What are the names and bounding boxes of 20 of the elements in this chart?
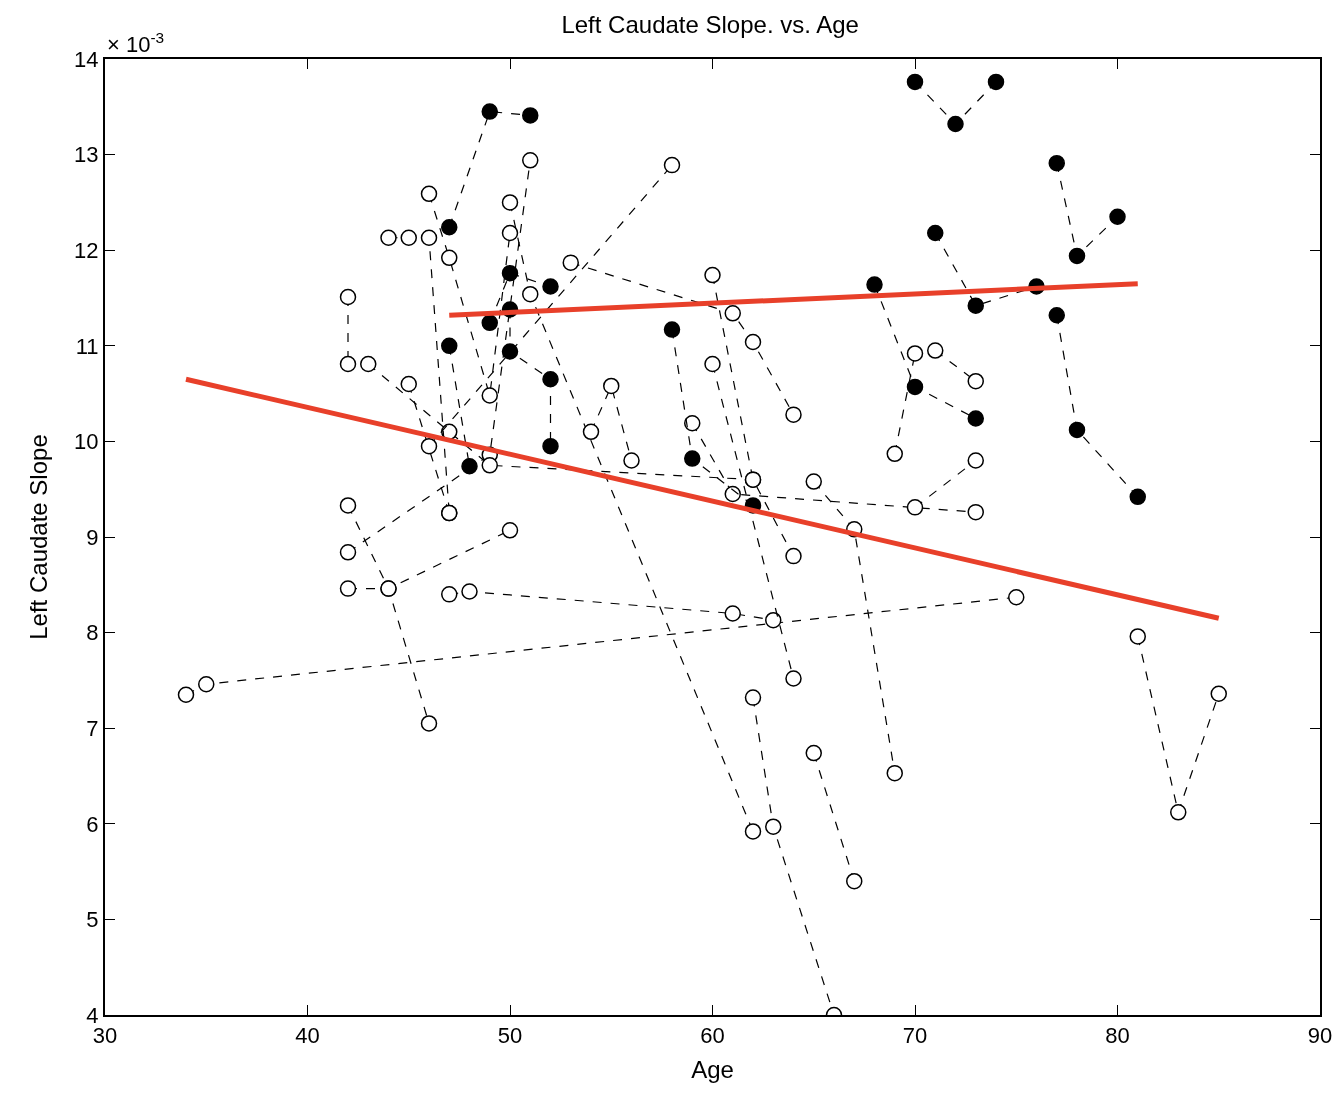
y-tick-label: 5: [86, 907, 99, 933]
text: × 10$^{-3}$: [107, 29, 165, 58]
x-tick-label: 70: [902, 1023, 928, 1049]
y-tick-label: 6: [86, 811, 99, 837]
x-tick-label: 90: [1307, 1023, 1333, 1049]
chart-title: Left Caudate Slope. vs. Age: [561, 11, 859, 39]
y-axis-title: Left Caudate Slope: [24, 434, 52, 640]
y-tick-label: 11: [75, 333, 99, 359]
y-tick-label: 9: [86, 524, 99, 550]
y-tick-label: 12: [74, 237, 99, 263]
y-tick-label: 8: [86, 620, 99, 646]
x-axis-title: Age: [691, 1056, 734, 1084]
y-tick-label: 14: [74, 46, 99, 72]
y-tick-label: 10: [74, 429, 99, 455]
x-tick-label: 80: [1105, 1023, 1130, 1049]
x-tick-label: 50: [497, 1023, 523, 1049]
y-tick-label: 13: [74, 142, 99, 168]
y-tick-label: 7: [86, 715, 99, 741]
x-tick-label: 40: [295, 1023, 320, 1049]
x-tick-label: 60: [700, 1023, 725, 1049]
